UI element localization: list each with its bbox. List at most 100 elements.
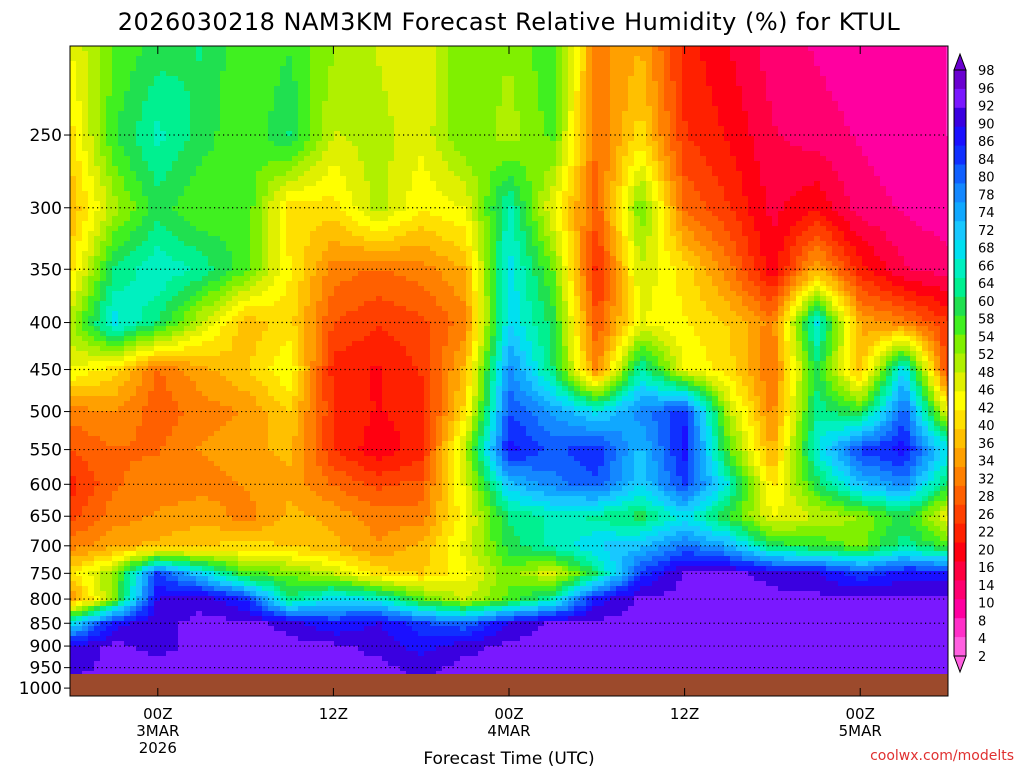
rh-cell <box>664 111 671 117</box>
rh-cell <box>748 71 755 77</box>
rh-cell <box>418 116 425 122</box>
rh-cell <box>622 201 629 207</box>
rh-cell <box>484 141 491 147</box>
rh-cell <box>610 131 617 137</box>
rh-cell <box>166 126 173 132</box>
rh-cell <box>592 106 599 112</box>
rh-cell <box>790 211 797 217</box>
rh-cell <box>568 91 575 97</box>
rh-cell <box>76 121 83 127</box>
rh-cell <box>916 101 923 107</box>
rh-cell <box>796 206 803 212</box>
rh-cell <box>838 131 845 137</box>
rh-cell <box>118 176 125 182</box>
rh-cell <box>664 56 671 62</box>
rh-cell <box>340 191 347 197</box>
rh-cell <box>862 131 869 137</box>
rh-cell <box>802 201 809 207</box>
rh-cell <box>778 66 785 72</box>
rh-cell <box>802 141 809 147</box>
rh-cell <box>316 101 323 107</box>
rh-cell <box>616 211 623 217</box>
rh-cell <box>850 126 857 132</box>
rh-cell <box>484 46 491 52</box>
rh-cell <box>580 176 587 182</box>
rh-cell <box>796 86 803 92</box>
rh-cell <box>784 141 791 147</box>
rh-cell <box>364 176 371 182</box>
rh-cell <box>676 211 683 217</box>
rh-cell <box>604 91 611 97</box>
rh-cell <box>286 51 293 57</box>
rh-cell <box>160 91 167 97</box>
rh-cell <box>712 76 719 82</box>
rh-cell <box>538 126 545 132</box>
rh-cell <box>742 136 749 142</box>
rh-cell <box>556 191 563 197</box>
rh-cell <box>316 196 323 202</box>
rh-cell <box>364 66 371 72</box>
rh-cell <box>718 136 725 142</box>
rh-cell <box>340 186 347 192</box>
rh-cell <box>358 141 365 147</box>
rh-cell <box>88 81 95 87</box>
rh-cell <box>772 71 779 77</box>
rh-cell <box>304 206 311 212</box>
rh-cell <box>340 156 347 162</box>
rh-cell <box>682 61 689 67</box>
rh-cell <box>190 66 197 72</box>
rh-cell <box>886 196 893 202</box>
rh-cell <box>940 81 947 87</box>
rh-cell <box>322 136 329 142</box>
rh-cell <box>100 121 107 127</box>
rh-cell <box>670 206 677 212</box>
rh-cell <box>358 196 365 202</box>
rh-cell <box>226 81 233 87</box>
rh-cell <box>778 111 785 117</box>
rh-cell <box>904 56 911 62</box>
rh-cell <box>94 96 101 102</box>
rh-cell <box>736 111 743 117</box>
rh-cell <box>754 191 761 197</box>
rh-cell <box>406 206 413 212</box>
rh-cell <box>502 161 509 167</box>
rh-cell <box>580 171 587 177</box>
rh-cell <box>214 146 221 152</box>
rh-cell <box>160 211 167 217</box>
rh-cell <box>832 71 839 77</box>
rh-cell <box>820 146 827 152</box>
rh-cell <box>796 111 803 117</box>
rh-cell <box>766 111 773 117</box>
rh-cell <box>604 76 611 82</box>
rh-cell <box>850 151 857 157</box>
rh-cell <box>688 56 695 62</box>
rh-cell <box>442 101 449 107</box>
rh-cell <box>346 91 353 97</box>
rh-cell <box>568 61 575 67</box>
rh-cell <box>832 86 839 92</box>
rh-cell <box>190 81 197 87</box>
rh-cell <box>478 196 485 202</box>
rh-cell <box>796 211 803 217</box>
rh-cell <box>106 106 113 112</box>
rh-cell <box>346 181 353 187</box>
rh-cell <box>610 206 617 212</box>
rh-cell <box>598 166 605 172</box>
rh-cell <box>682 156 689 162</box>
rh-cell <box>550 136 557 142</box>
rh-cell <box>88 121 95 127</box>
rh-cell <box>748 126 755 132</box>
rh-cell <box>292 116 299 122</box>
rh-cell <box>586 161 593 167</box>
rh-cell <box>790 166 797 172</box>
rh-cell <box>466 191 473 197</box>
rh-cell <box>838 66 845 72</box>
rh-cell <box>658 76 665 82</box>
rh-cell <box>652 101 659 107</box>
rh-cell <box>376 186 383 192</box>
rh-cell <box>580 86 587 92</box>
rh-cell <box>544 166 551 172</box>
rh-cell <box>454 141 461 147</box>
rh-cell <box>826 171 833 177</box>
rh-cell <box>796 81 803 87</box>
